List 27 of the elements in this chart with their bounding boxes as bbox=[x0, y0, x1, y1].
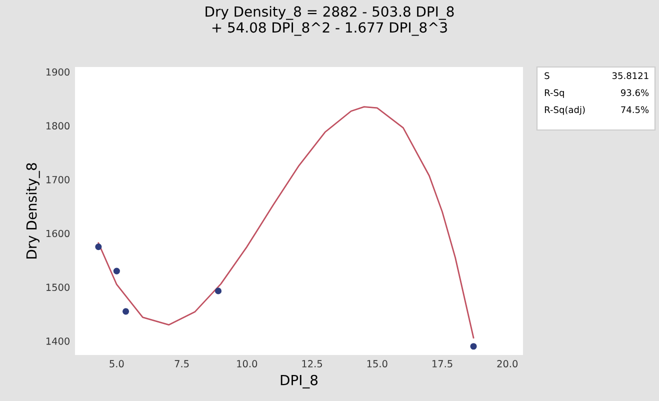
point bbox=[95, 244, 102, 250]
x-tick-label: 5.0 bbox=[110, 360, 124, 368]
point bbox=[113, 268, 120, 274]
chart-title: Dry Density_8 = 2882 - 503.8 DPI_8 + 54.08 DPI_8^2 - 1.677 DPI_8^3 bbox=[206, 6, 454, 36]
y-axis-title: Dry Density_8 bbox=[26, 163, 40, 258]
point bbox=[214, 288, 222, 294]
text: 93.6% bbox=[620, 89, 649, 96]
x-axis-title: DPI_8 bbox=[280, 374, 318, 388]
x-tick-label: 10.0 bbox=[237, 360, 258, 368]
y-tick-label: 1900 bbox=[46, 68, 70, 76]
y-tick-label: 1400 bbox=[46, 337, 70, 345]
y-tick-label: 1700 bbox=[46, 176, 70, 184]
y-tick-label: 1800 bbox=[46, 122, 70, 130]
text: R-Sq bbox=[544, 89, 564, 98]
point bbox=[470, 343, 477, 350]
text: 35.8121 bbox=[612, 72, 648, 80]
x-tick-label: 20.0 bbox=[497, 360, 518, 368]
text: 74.5% bbox=[621, 106, 649, 114]
x-tick-label: 17.5 bbox=[432, 360, 452, 368]
x-tick-label: 7.5 bbox=[174, 360, 189, 368]
text: R-Sq(adj) bbox=[544, 106, 585, 115]
y-tick-label: 1500 bbox=[46, 284, 70, 292]
point bbox=[122, 308, 130, 315]
text: S bbox=[544, 72, 550, 80]
y-tick-label: 1600 bbox=[46, 230, 70, 238]
x-tick-label: 12.5 bbox=[302, 360, 322, 368]
x-tick-label: 15.0 bbox=[367, 360, 388, 368]
